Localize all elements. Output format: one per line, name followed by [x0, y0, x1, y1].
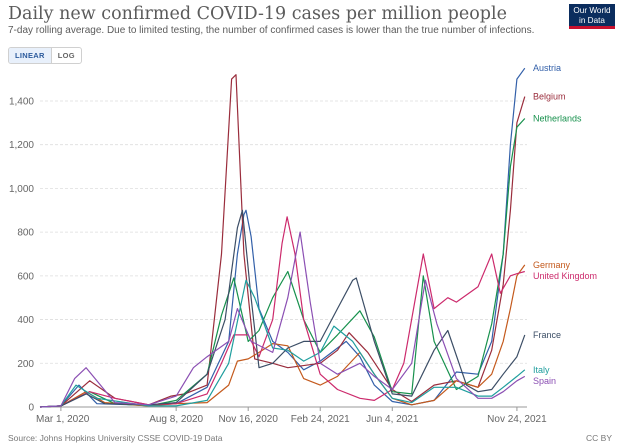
source-note: Source: Johns Hopkins University CSSE CO…: [8, 433, 223, 443]
x-tick-label: Aug 8, 2020: [149, 414, 203, 425]
y-tick-label: 200: [17, 359, 34, 370]
x-tick-label: Nov 16, 2020: [218, 414, 278, 425]
x-tick-label: Mar 1, 2020: [36, 414, 90, 425]
y-tick-label: 600: [17, 271, 34, 282]
y-tick-label: 400: [17, 315, 34, 326]
license-link[interactable]: CC BY: [586, 433, 612, 443]
x-tick-label: Nov 24, 2021: [487, 414, 547, 425]
y-tick-label: 1,200: [9, 140, 34, 151]
chart-subtitle: 7-day rolling average. Due to limited te…: [8, 25, 535, 36]
series-line-germany: [39, 264, 526, 408]
series-label-france: France: [533, 330, 561, 340]
owid-logo[interactable]: Our World in Data: [569, 4, 615, 29]
series-label-belgium: Belgium: [533, 92, 566, 102]
series-line-austria: [39, 67, 526, 408]
log-scale-button[interactable]: LOG: [57, 51, 75, 60]
series-label-italy: Italy: [533, 365, 550, 375]
series-line-france: [39, 209, 526, 408]
y-tick-label: 800: [17, 228, 34, 239]
y-tick-label: 1,000: [9, 184, 34, 195]
series-line-spain: [39, 231, 526, 408]
series-label-germany: Germany: [533, 260, 571, 270]
series-label-united-kingdom: United Kingdom: [533, 271, 597, 281]
logo-line-2: in Data: [579, 16, 605, 25]
x-tick-label: Jun 4, 2021: [366, 414, 419, 425]
logo-line-1: Our World: [573, 6, 611, 15]
series-line-netherlands: [39, 118, 526, 408]
x-tick-label: Feb 24, 2021: [291, 414, 350, 425]
y-tick-label: 0: [28, 403, 34, 414]
linear-scale-button[interactable]: LINEAR: [9, 48, 52, 63]
series-line-belgium: [39, 74, 526, 408]
series-label-austria: Austria: [533, 63, 561, 73]
chart-title: Daily new confirmed COVID-19 cases per m…: [8, 4, 507, 24]
series-line-united-kingdom: [39, 216, 525, 408]
y-tick-label: 1,400: [9, 96, 34, 107]
series-label-netherlands: Netherlands: [533, 113, 582, 123]
scale-toggle: LINEAR LOG: [8, 47, 82, 64]
series-label-spain: Spain: [533, 376, 556, 386]
